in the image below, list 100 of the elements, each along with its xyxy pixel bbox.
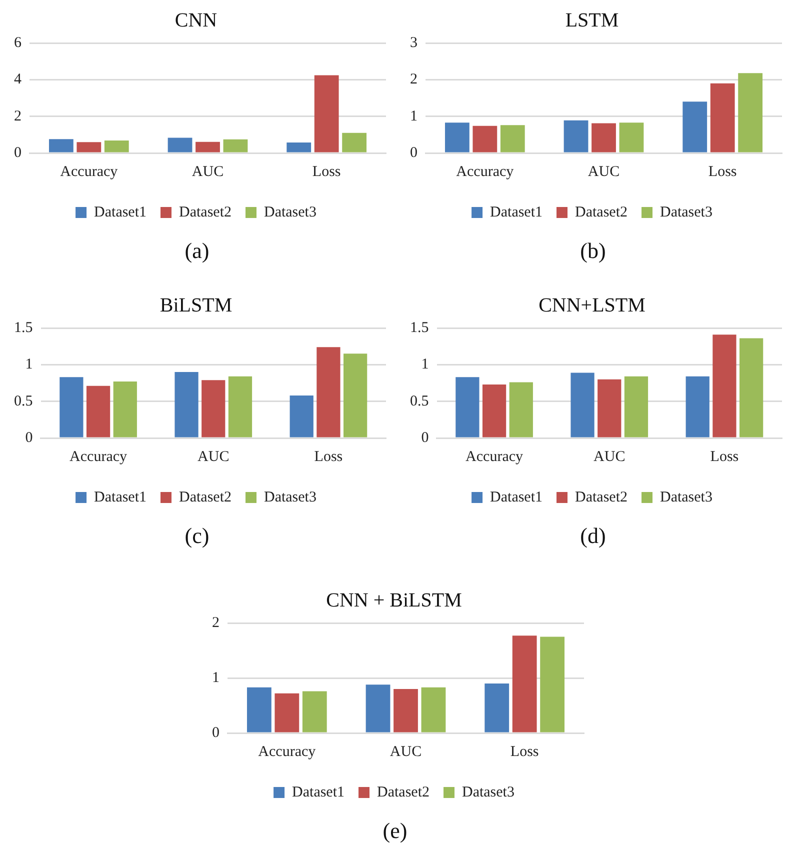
y-tick-label: 0 (25, 430, 33, 446)
x-tick-label: Loss (708, 164, 737, 180)
legend-label: Dataset3 (660, 204, 712, 220)
bar (316, 347, 340, 438)
chart-title: LSTM (565, 9, 619, 32)
x-tick-label: AUC (588, 164, 620, 180)
text: (a) (184, 238, 210, 264)
x-tick-label: AUC (594, 448, 626, 465)
legend-label: Dataset1 (490, 204, 543, 220)
legend-label: Dataset2 (575, 489, 628, 506)
y-tick-label: 0 (421, 430, 429, 446)
bar (592, 123, 616, 152)
legend-label: Dataset1 (94, 204, 147, 220)
bar (500, 125, 525, 152)
bar (444, 122, 470, 152)
x-tick-label: AUC (390, 744, 422, 760)
bar (512, 636, 537, 732)
bar (104, 140, 129, 152)
bar (76, 142, 102, 152)
bar (540, 636, 565, 732)
bar (482, 384, 506, 438)
bar (86, 386, 110, 438)
bar (290, 395, 314, 438)
bar (682, 102, 708, 152)
legend-label: Dataset2 (179, 489, 232, 506)
bar (624, 376, 648, 438)
x-tick-label: Accuracy (466, 448, 524, 465)
y-tick-label: 1 (410, 108, 418, 124)
bar (246, 687, 272, 732)
bar (228, 376, 252, 438)
x-tick-label: Accuracy (70, 448, 128, 465)
x-tick-label: Accuracy (258, 744, 316, 760)
text: (c) (184, 523, 210, 549)
bar (570, 372, 594, 438)
chart-title: CNN + BiLSTM (326, 589, 462, 612)
bar (472, 126, 498, 152)
bar (202, 380, 226, 438)
text: (e) (382, 818, 408, 844)
legend-label: Dataset3 (264, 489, 316, 506)
x-tick-label: AUC (192, 164, 224, 180)
chart-title: CNN (174, 9, 218, 32)
legend-label: Dataset2 (575, 204, 628, 220)
x-tick-label: Accuracy (60, 164, 118, 180)
y-tick-label: 2 (410, 72, 418, 88)
bar (223, 139, 248, 152)
bar (686, 376, 710, 438)
y-tick-label: 0.5 (410, 393, 429, 410)
bar (598, 379, 622, 438)
bar (342, 132, 367, 152)
bar (48, 139, 74, 152)
bar (174, 372, 198, 438)
bar (509, 382, 533, 438)
chart-title: CNN+LSTM (538, 294, 646, 316)
text: (d) (579, 523, 607, 549)
bar (421, 687, 446, 732)
y-tick-label: 4 (14, 72, 22, 88)
bar (113, 382, 137, 438)
bar (302, 691, 327, 732)
y-tick-label: 0 (14, 144, 22, 161)
chart-title: BiLSTM (160, 294, 232, 316)
bar (343, 354, 368, 438)
text: (b) (579, 238, 607, 264)
x-tick-label: Loss (710, 448, 739, 465)
y-tick-label: 2 (14, 108, 22, 124)
x-tick-label: Accuracy (456, 164, 514, 180)
y-tick-label: 0 (212, 724, 220, 741)
bar (168, 138, 192, 152)
legend-label: Dataset2 (179, 204, 232, 220)
legend-label: Dataset2 (377, 784, 430, 800)
bar (484, 684, 510, 732)
bar (394, 689, 418, 732)
legend-label: Dataset3 (462, 784, 514, 800)
y-tick-label: 6 (14, 34, 22, 51)
y-tick-label: 0 (410, 144, 418, 161)
legend-label: Dataset1 (490, 489, 543, 506)
x-tick-label: Loss (510, 744, 539, 760)
x-tick-label: Loss (314, 448, 343, 465)
bar (274, 693, 300, 732)
y-tick-label: 3 (410, 34, 418, 51)
y-tick-label: 1 (25, 356, 33, 373)
x-tick-label: AUC (198, 448, 230, 465)
bar (456, 377, 480, 438)
bar (712, 334, 736, 438)
y-tick-label: 1 (212, 670, 220, 686)
legend-label: Dataset1 (94, 489, 147, 506)
legend-label: Dataset1 (292, 784, 345, 800)
y-tick-label: 1.5 (14, 320, 33, 336)
bar (196, 142, 220, 152)
bar (286, 142, 312, 152)
bar (619, 122, 644, 152)
legend-label: Dataset3 (660, 489, 712, 506)
bar (710, 83, 735, 152)
x-tick-label: Loss (312, 164, 341, 180)
bar (738, 73, 763, 152)
y-tick-label: 1 (421, 356, 429, 373)
bar (564, 120, 588, 152)
bar (314, 75, 339, 152)
y-tick-label: 0.5 (14, 393, 33, 410)
bar (739, 338, 764, 438)
y-tick-label: 2 (212, 614, 220, 631)
